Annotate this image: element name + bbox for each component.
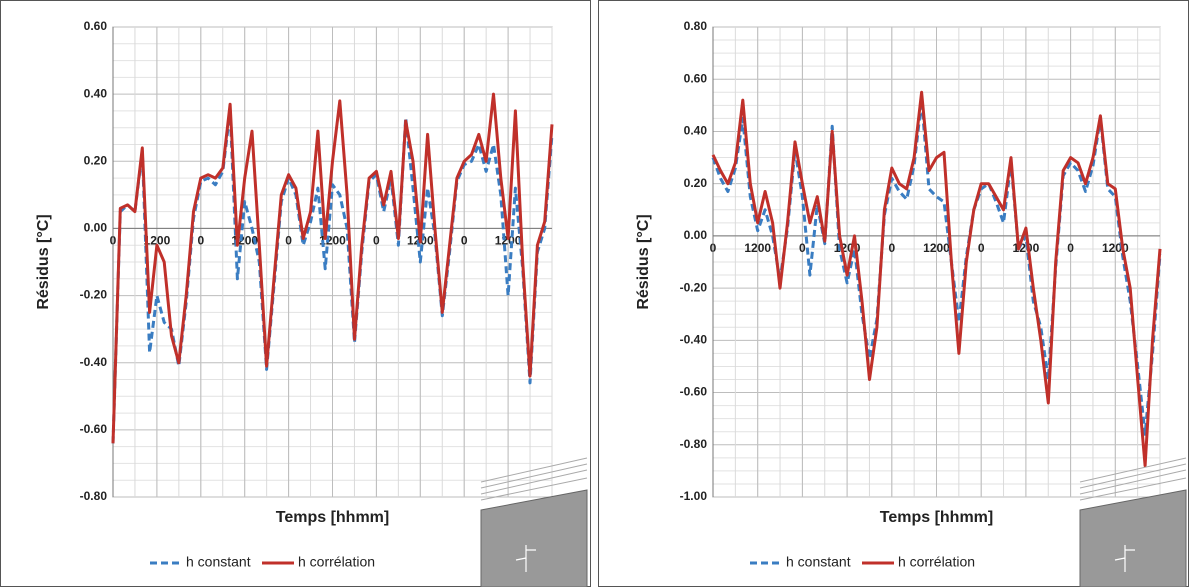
- thermometer-icon: [480, 457, 588, 587]
- y-tick-label: -0.20: [680, 280, 708, 294]
- x-axis-title: Temps [hhmm]: [276, 509, 389, 526]
- x-tick-label: 1200: [495, 234, 522, 248]
- x-tick-label: 0: [978, 241, 985, 255]
- y-tick-label: -1.00: [680, 489, 708, 503]
- y-tick-label: 0.40: [684, 124, 708, 138]
- x-tick-label: 0: [373, 234, 380, 248]
- legend-label: h constant: [786, 554, 851, 570]
- legend-label: h constant: [186, 554, 251, 570]
- series-line: [111, 109, 554, 444]
- y-tick-label: 0.60: [84, 19, 108, 33]
- x-tick-label: 0: [888, 241, 895, 255]
- y-tick-label: 0.00: [84, 221, 108, 235]
- y-tick-label: -0.40: [680, 333, 708, 347]
- y-tick-label: 0.20: [84, 153, 108, 167]
- x-tick-label: 0: [461, 234, 468, 248]
- x-tick-label: 1200: [923, 241, 950, 255]
- series-line: [711, 98, 1162, 436]
- y-tick-label: -0.60: [80, 422, 108, 436]
- y-tick-label: -0.80: [680, 437, 708, 451]
- y-tick-label: -0.20: [80, 288, 108, 302]
- y-tick-label: 0.60: [684, 71, 708, 85]
- x-tick-label: 0: [285, 234, 292, 248]
- legend-label: h corrélation: [898, 554, 975, 570]
- x-tick-label: 1200: [144, 234, 171, 248]
- y-tick-label: -0.80: [80, 489, 108, 503]
- y-tick-label: 0.20: [684, 176, 708, 190]
- thermometer-icon: [1079, 457, 1187, 587]
- y-tick-label: -0.60: [680, 385, 708, 399]
- y-tick-label: 0.80: [684, 19, 708, 33]
- x-tick-label: 1200: [744, 241, 771, 255]
- series-line: [111, 92, 554, 444]
- y-tick-label: 0.40: [84, 86, 108, 100]
- x-tick-label: 0: [197, 234, 204, 248]
- x-tick-label: 0: [799, 241, 806, 255]
- y-axis-title: Résidus [°C]: [635, 214, 652, 309]
- x-tick-label: 0: [1067, 241, 1074, 255]
- y-tick-label: -0.40: [80, 355, 108, 369]
- legend-label: h corrélation: [298, 554, 375, 570]
- series-line: [711, 90, 1162, 468]
- x-axis-title: Temps [hhmm]: [880, 509, 993, 526]
- y-axis-title: Résidus [°C]: [35, 214, 52, 309]
- y-tick-label: 0.00: [684, 228, 708, 242]
